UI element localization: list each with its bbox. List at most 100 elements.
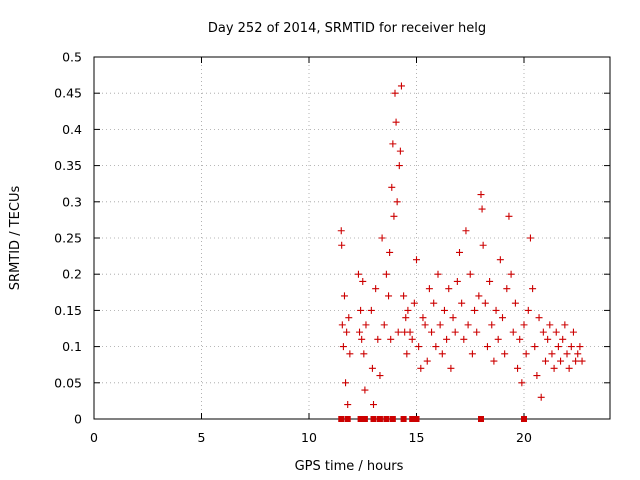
data-point	[531, 343, 539, 351]
y-tick-label: 0.1	[62, 339, 82, 354]
data-point	[445, 285, 453, 293]
data-point	[565, 364, 573, 372]
data-point	[357, 306, 365, 314]
data-point	[567, 343, 575, 351]
data-point	[490, 357, 498, 365]
data-point	[342, 379, 350, 387]
data-point	[520, 321, 528, 329]
data-point	[428, 328, 436, 336]
zero-value-point	[400, 416, 407, 422]
data-point	[509, 328, 517, 336]
y-tick-label: 0.05	[54, 375, 82, 390]
data-point	[417, 364, 425, 372]
data-point	[449, 314, 457, 322]
data-point	[376, 372, 384, 380]
data-point	[408, 335, 416, 343]
data-point	[397, 82, 405, 90]
data-point	[343, 328, 351, 336]
data-point	[372, 285, 380, 293]
y-tick-label: 0.15	[54, 303, 82, 318]
zero-value-point	[376, 416, 383, 422]
data-point	[436, 321, 444, 329]
data-point	[356, 328, 364, 336]
data-point	[390, 212, 398, 220]
data-point	[395, 162, 403, 170]
zero-value-point	[478, 416, 484, 422]
chart-title: Day 252 of 2014, SRMTID for receiver hel…	[208, 21, 486, 36]
data-point	[394, 328, 402, 336]
data-point	[492, 306, 500, 314]
data-point	[501, 350, 509, 358]
data-point	[413, 256, 420, 264]
data-point	[496, 256, 504, 264]
data-point	[572, 357, 580, 365]
data-point	[535, 314, 543, 322]
data-point	[537, 393, 545, 401]
data-point	[402, 314, 410, 322]
data-point	[374, 335, 382, 343]
data-point	[386, 248, 394, 256]
data-point	[391, 89, 399, 97]
data-point	[440, 306, 448, 314]
grid-lines	[94, 57, 610, 419]
zero-value-point	[389, 416, 396, 422]
data-point	[473, 328, 481, 336]
data-point	[539, 328, 547, 336]
data-point	[423, 357, 431, 365]
data-point	[529, 285, 537, 293]
data-point	[367, 306, 375, 314]
data-point	[557, 357, 565, 365]
data-point	[544, 335, 552, 343]
data-point	[533, 372, 541, 380]
data-point	[400, 292, 408, 300]
data-point	[460, 335, 468, 343]
x-tick-label: 0	[90, 430, 98, 445]
x-tick-label: 20	[516, 430, 532, 445]
data-point	[475, 292, 483, 300]
data-point	[396, 147, 404, 155]
data-point	[574, 350, 582, 358]
zero-value-point	[370, 416, 377, 422]
data-point	[516, 335, 524, 343]
data-point	[447, 364, 455, 372]
data-point	[340, 292, 348, 300]
data-point	[563, 350, 571, 358]
y-tick-label: 0.45	[54, 86, 82, 101]
x-tick-label: 10	[301, 430, 317, 445]
data-point	[478, 205, 486, 213]
zero-value-point	[383, 416, 390, 422]
zero-value-point	[338, 416, 345, 422]
y-tick-label: 0.4	[62, 122, 82, 137]
data-point	[542, 357, 549, 365]
data-point	[548, 350, 556, 358]
data-point	[456, 248, 463, 256]
data-point	[337, 227, 345, 235]
data-point	[346, 350, 354, 358]
data-point	[338, 241, 346, 249]
data-point	[554, 343, 562, 351]
data-point	[385, 292, 393, 300]
data-point	[477, 191, 485, 199]
data-point	[546, 321, 554, 329]
data-point	[505, 212, 513, 220]
data-point	[503, 285, 511, 293]
data-point	[434, 270, 442, 278]
data-point	[362, 321, 370, 329]
data-point	[388, 183, 396, 191]
data-point	[432, 343, 440, 351]
y-tick-label: 0.5	[62, 50, 82, 65]
data-point	[425, 285, 433, 293]
zero-value-point	[413, 416, 420, 422]
y-tick-label: 0.2	[62, 267, 82, 282]
data-point	[518, 379, 526, 387]
data-point	[522, 350, 530, 358]
data-point	[403, 350, 411, 358]
data-point	[354, 270, 362, 278]
x-axis-label: GPS time / hours	[295, 459, 404, 474]
data-point	[419, 314, 427, 322]
data-point	[578, 357, 586, 365]
zero-value-point	[521, 416, 527, 422]
data-point	[387, 335, 395, 343]
data-point	[559, 335, 567, 343]
